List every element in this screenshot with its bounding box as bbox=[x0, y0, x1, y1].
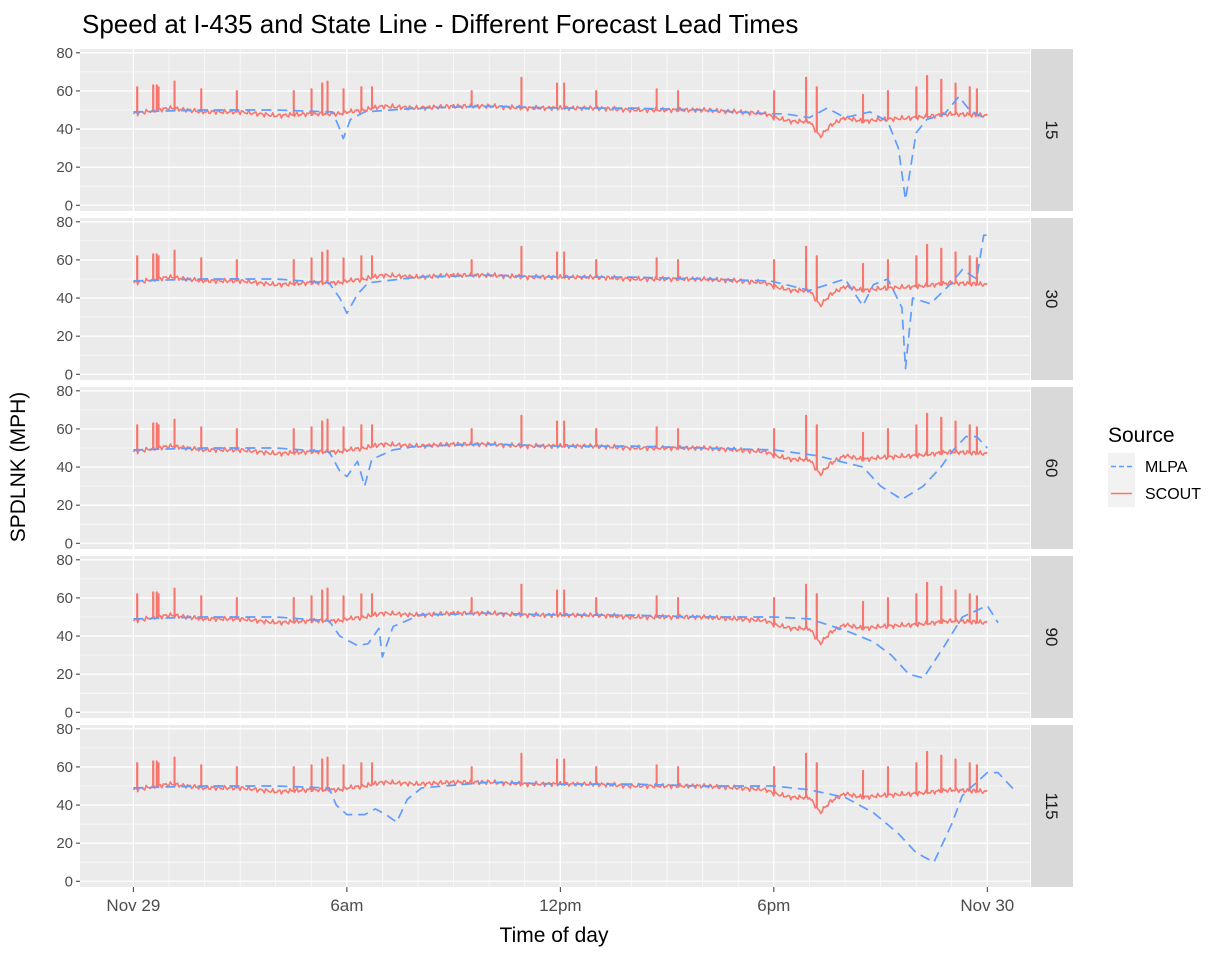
y-tick-label: 80 bbox=[56, 214, 73, 231]
panels-layer: 0 20 40 60 80 15 0 20 40 60 80 30 0 20 40 60 80 60 0 20 40 60… bbox=[56, 45, 1073, 890]
y-tick-label: 60 bbox=[56, 421, 73, 438]
facet-strip bbox=[1031, 218, 1073, 380]
facet-panel-15: 0 20 40 60 80 15 bbox=[56, 45, 1073, 214]
y-tick-label: 80 bbox=[56, 552, 73, 569]
facet-panel-60: 0 20 40 60 80 60 bbox=[56, 383, 1073, 552]
y-tick-label: 80 bbox=[56, 383, 73, 400]
y-tick-label: 0 bbox=[65, 197, 73, 214]
y-tick-label: 40 bbox=[56, 628, 73, 645]
y-tick-label: 80 bbox=[56, 45, 73, 62]
x-axis-label: Time of day bbox=[500, 924, 609, 947]
panel-background bbox=[80, 49, 1030, 211]
y-tick-label: 20 bbox=[56, 835, 73, 852]
chart-title: Speed at I-435 and State Line - Differen… bbox=[82, 9, 798, 39]
x-tick-label: Nov 30 bbox=[960, 896, 1014, 915]
panel-background bbox=[80, 218, 1030, 380]
legend-label-mlpa: MLPA bbox=[1145, 459, 1188, 476]
y-tick-label: 20 bbox=[56, 328, 73, 345]
x-tick-label: 6am bbox=[330, 896, 363, 915]
y-tick-label: 40 bbox=[56, 459, 73, 476]
facet-panel-30: 0 20 40 60 80 30 bbox=[56, 214, 1073, 383]
y-tick-label: 0 bbox=[65, 366, 73, 383]
y-tick-label: 0 bbox=[65, 535, 73, 552]
panel-background bbox=[80, 556, 1030, 718]
x-axis: Nov 29 6am 12pm 6pm Nov 30 bbox=[106, 887, 1014, 915]
y-tick-label: 0 bbox=[65, 873, 73, 890]
legend-title: Source bbox=[1108, 424, 1175, 447]
series-line-mlpa bbox=[133, 95, 988, 201]
series-line-mlpa bbox=[133, 771, 1017, 864]
y-tick-label: 60 bbox=[56, 252, 73, 269]
series-line-mlpa bbox=[133, 234, 991, 370]
facet-strip bbox=[1031, 725, 1073, 887]
facet-strip-label: 115 bbox=[1042, 792, 1061, 819]
series-line-mlpa bbox=[133, 604, 999, 679]
facet-strip bbox=[1031, 556, 1073, 718]
y-tick-label: 60 bbox=[56, 83, 73, 100]
facet-panel-90: 0 20 40 60 80 90 bbox=[56, 552, 1073, 721]
facet-strip-label: 60 bbox=[1042, 459, 1061, 478]
legend-label-scout: SCOUT bbox=[1145, 486, 1201, 503]
facet-strip-label: 15 bbox=[1042, 121, 1061, 140]
y-tick-label: 0 bbox=[65, 704, 73, 721]
series-line-scout bbox=[132, 412, 988, 477]
facet-strip bbox=[1031, 387, 1073, 549]
x-tick-label: Nov 29 bbox=[106, 896, 160, 915]
y-tick-label: 60 bbox=[56, 759, 73, 776]
y-tick-label: 20 bbox=[56, 666, 73, 683]
panel-background bbox=[80, 725, 1030, 887]
x-tick-label: 6pm bbox=[757, 896, 790, 915]
y-tick-label: 20 bbox=[56, 159, 73, 176]
facet-strip-label: 90 bbox=[1042, 628, 1061, 647]
y-tick-label: 40 bbox=[56, 797, 73, 814]
y-tick-label: 40 bbox=[56, 290, 73, 307]
facet-strip-label: 30 bbox=[1042, 290, 1061, 309]
facet-strip bbox=[1031, 49, 1073, 211]
y-tick-label: 20 bbox=[56, 497, 73, 514]
y-tick-label: 80 bbox=[56, 721, 73, 738]
series-line-scout bbox=[132, 243, 988, 308]
facet-panel-115: 0 20 40 60 80 115 bbox=[56, 721, 1073, 890]
y-axis-label: SPDLNK (MPH) bbox=[7, 392, 30, 543]
series-line-scout bbox=[132, 581, 988, 646]
y-tick-label: 60 bbox=[56, 590, 73, 607]
x-tick-label: 12pm bbox=[539, 896, 582, 915]
panel-background bbox=[80, 387, 1030, 549]
legend: Source MLPA SCOUT bbox=[1108, 424, 1201, 507]
y-tick-label: 40 bbox=[56, 121, 73, 138]
series-line-scout bbox=[132, 74, 988, 139]
series-line-scout bbox=[132, 750, 988, 815]
